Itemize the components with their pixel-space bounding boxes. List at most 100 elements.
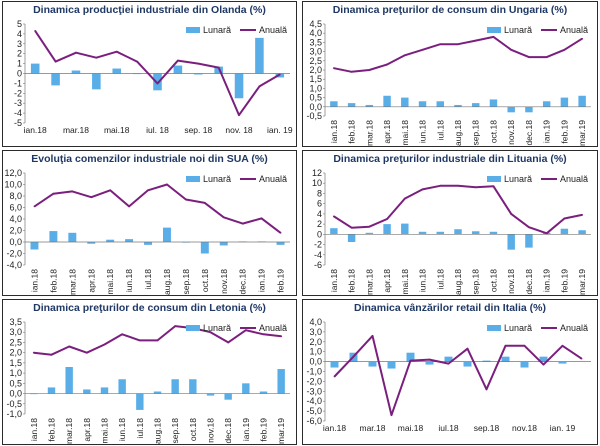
bar-lunara [406,352,415,362]
x-tick-label: mar.19 [577,120,587,146]
x-tick-label: feb.19 [259,418,269,442]
x-tick-label: ian.19 [241,418,251,441]
y-tick-label: 6 [317,199,322,209]
bar-lunara [507,234,515,250]
bar-lunara [330,228,338,235]
line-point [457,184,459,187]
bar-lunara [365,232,374,235]
bar-lunara [542,101,551,107]
line-point [447,362,450,365]
legend-label-anuala: Anuală [259,25,287,35]
x-tick-label: iun.18 [418,269,428,292]
legend-label-anuala: Anuală [259,174,287,184]
line-point [103,343,106,346]
y-tick-label: 0,0 [309,102,322,112]
x-tick-label: aug.18 [153,418,163,444]
line-point [147,189,149,192]
bar-lunara [347,103,356,107]
x-tick-label: aug.18 [162,269,172,295]
x-tick-label: mai.18 [400,269,410,295]
x-tick-label: feb.18 [48,269,58,293]
x-tick-label: mai.18 [104,125,130,135]
bar-lunara [558,361,567,364]
bar-lunara [463,361,472,367]
line-point [138,339,141,342]
y-tick-label: -6 [314,260,322,270]
bar-lunara [368,361,377,367]
x-tick-label: oct.18 [200,269,210,292]
x-tick-label: mar.18 [364,120,374,146]
bar-lunara [106,239,115,242]
x-tick-label: aug.18 [453,120,463,146]
x-tick-label: feb.19 [559,269,569,293]
y-tick-label: 0,0 [9,237,22,247]
y-tick-label: 6,0 [9,203,22,213]
x-tick-label: iul.18 [438,423,459,433]
legend-label-lunara: Lunară [203,25,231,35]
y-tick-label: 3 [17,39,22,49]
line-anuala [333,35,583,73]
legend-swatch-lunara [186,325,200,331]
x-tick-label: iul.18 [143,269,153,290]
chart-svg-ungaria: 4,54,03,53,02,52,01,51,00,50,0-0,5 ian.18… [306,19,591,146]
line-point [68,345,71,348]
line-point [492,35,495,38]
x-tick-label: ian.18 [29,418,39,441]
x-tick-label: mai.18 [398,423,424,433]
line-point [439,43,442,46]
line-point [203,202,206,204]
bar-lunara [383,224,391,235]
bar-lunara [525,234,533,248]
bar-lunara [242,383,250,394]
x-tick-label: apr.18 [82,418,92,442]
line-point [368,225,371,228]
chart-title: Dinamica preţurilor industriale din Litu… [333,153,567,165]
x-tick-label: feb.18 [347,269,357,293]
line-point [428,358,431,361]
line-point [474,39,477,42]
x-tick-label: nov. 18 [225,125,253,135]
bar-lunara [49,231,58,242]
chart-panel-letonia: Dinamica preţurilor de consum din Letoni… [2,299,297,445]
x-tick-label: ian.19 [542,269,552,292]
x-tick-label: apr.18 [382,269,392,293]
bar-lunara [162,227,171,242]
line-point [545,232,548,235]
x-tick-label: feb.18 [347,120,357,144]
y-tick-label: -0,5 [6,399,22,409]
line-point [510,212,513,215]
x-tick-label: ian.18 [323,423,346,433]
bar-lunara [206,393,215,396]
line-point [563,48,566,51]
bar-lunara [539,356,548,362]
y-tick-label: 0 [17,69,22,79]
y-tick-label: -3 [14,98,22,108]
legend-label-lunara: Lunară [504,174,532,184]
line-point [217,66,220,69]
x-tick-label: mar.18 [67,269,77,295]
y-tick-label: -1,0 [6,409,22,419]
x-tick-label: nov.18 [506,269,516,294]
x-tick-label: apr.18 [86,269,96,293]
bar-lunara [489,99,498,107]
y-tick-label: -2 [314,240,322,250]
line-point [34,30,37,32]
line-point [54,60,57,63]
line-point [115,50,118,53]
line-point [439,184,442,187]
legend-label-anuala: Anuală [560,25,588,35]
y-tick-label: 3,0 [309,327,322,337]
bar-lunara [125,239,134,242]
bar-lunara [472,231,480,235]
chart-panel-ungaria: Dinamica preţurilor de consum din Ungari… [302,1,598,147]
bar-lunara [144,242,153,245]
chart-panel-olanda: Dinamica producţiei industriale din Olan… [2,1,297,147]
bar-lunara [193,73,203,75]
line-point [510,48,513,51]
y-tick-label: -4,0 [306,396,322,406]
x-tick-label: dec.18 [524,269,534,295]
y-tick-label: 4,0 [309,28,322,38]
y-tick-label: -5 [14,118,22,128]
bar-lunara [578,230,586,235]
